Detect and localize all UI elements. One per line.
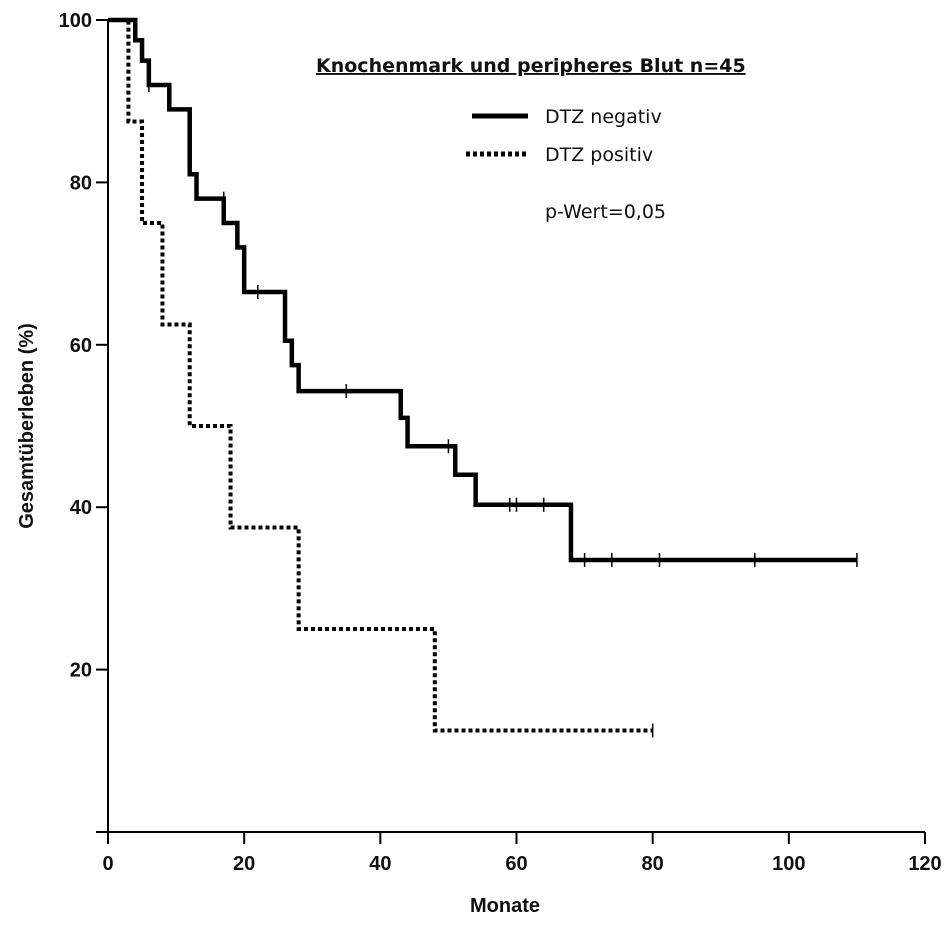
series-layer bbox=[108, 17, 858, 738]
legend-label-dtz-negativ: DTZ negativ bbox=[545, 106, 662, 128]
y-tick-label: 80 bbox=[70, 172, 92, 194]
x-tick-label: 60 bbox=[505, 853, 527, 875]
x-tick-label: 20 bbox=[233, 853, 255, 875]
axes: 20 40 60 80 100 0 20 40 60 80 100 120 bbox=[59, 10, 942, 875]
x-tick-label: 100 bbox=[772, 853, 805, 875]
x-tick-label: 0 bbox=[102, 853, 113, 875]
x-axis-label: Monate bbox=[470, 895, 540, 917]
chart-title: Knochenmark und peripheres Blut n=45 bbox=[316, 55, 746, 77]
y-tick-label: 100 bbox=[59, 10, 92, 32]
y-tick-label: 20 bbox=[70, 660, 92, 682]
y-tick-label: 40 bbox=[70, 497, 92, 519]
x-tick-label: 80 bbox=[642, 853, 664, 875]
y-axis-label: Gesamtüberleben (%) bbox=[16, 323, 38, 529]
series-line-dtz-positiv bbox=[108, 18, 653, 733]
series-line-dtz-negativ bbox=[108, 17, 857, 563]
legend: DTZ negativ DTZ positiv bbox=[466, 106, 662, 166]
y-tick-label: 60 bbox=[70, 335, 92, 357]
x-tick-label: 120 bbox=[908, 853, 941, 875]
p-value-annotation: p-Wert=0,05 bbox=[545, 201, 666, 223]
x-tick-label: 40 bbox=[369, 853, 391, 875]
legend-label-dtz-positiv: DTZ positiv bbox=[545, 144, 653, 166]
